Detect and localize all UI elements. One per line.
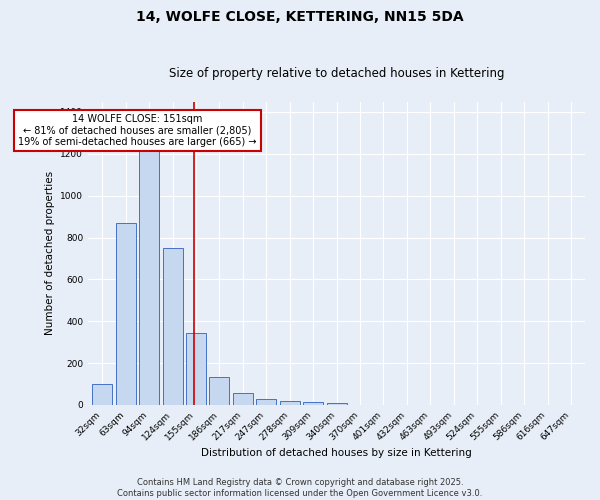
Text: Contains HM Land Registry data © Crown copyright and database right 2025.
Contai: Contains HM Land Registry data © Crown c… <box>118 478 482 498</box>
Bar <box>326 404 347 405</box>
Bar <box>256 399 276 405</box>
Bar <box>163 248 182 405</box>
Bar <box>116 223 136 405</box>
Bar <box>303 402 323 405</box>
Bar <box>209 376 229 405</box>
Y-axis label: Number of detached properties: Number of detached properties <box>45 171 55 336</box>
X-axis label: Distribution of detached houses by size in Kettering: Distribution of detached houses by size … <box>201 448 472 458</box>
Bar <box>139 139 159 405</box>
Text: 14, WOLFE CLOSE, KETTERING, NN15 5DA: 14, WOLFE CLOSE, KETTERING, NN15 5DA <box>136 10 464 24</box>
Bar <box>186 333 206 405</box>
Bar <box>280 401 299 405</box>
Bar <box>92 384 112 405</box>
Title: Size of property relative to detached houses in Kettering: Size of property relative to detached ho… <box>169 66 505 80</box>
Text: 14 WOLFE CLOSE: 151sqm
← 81% of detached houses are smaller (2,805)
19% of semi-: 14 WOLFE CLOSE: 151sqm ← 81% of detached… <box>18 114 257 148</box>
Bar <box>233 393 253 405</box>
